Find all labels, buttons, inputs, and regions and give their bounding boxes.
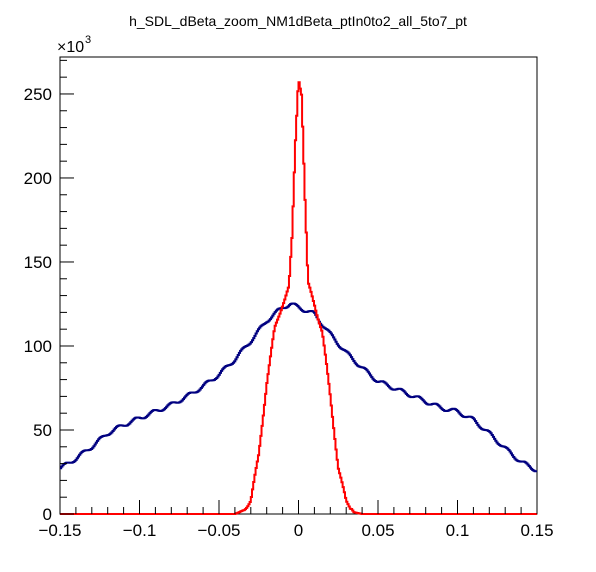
y-tick-label: 200 (24, 169, 52, 188)
y-tick-label: 250 (24, 85, 52, 104)
series-layer (60, 81, 537, 515)
chart-title: h_SDL_dBeta_zoom_NM1dBeta_ptIn0to2_all_5… (129, 13, 467, 29)
plot-frame (59, 56, 538, 515)
y-tick-label: 0 (43, 505, 52, 524)
x-tick-label: −0.15 (38, 521, 81, 540)
y-multiplier: ×10 3 (57, 34, 91, 56)
y-tick-label: 100 (24, 337, 52, 356)
x-tick-label: 0.1 (446, 521, 470, 540)
x-tick-label: −0.05 (197, 521, 240, 540)
x-tick-label: −0.1 (123, 521, 157, 540)
x-tick-label: 0 (294, 521, 303, 540)
y-tick-label: 50 (33, 421, 52, 440)
series-line-1 (60, 81, 537, 515)
y-multiplier-exponent: 3 (85, 34, 91, 46)
x-tick-label: 0.15 (520, 521, 553, 540)
x-axis: −0.15 −0.1 −0.05 0 0.05 0.1 0.15 (38, 500, 554, 540)
series-line-0 (60, 302, 537, 473)
y-tick-label: 150 (24, 253, 52, 272)
y-axis: 0 50 100 150 200 250 (24, 59, 74, 524)
y-multiplier-label: ×10 (57, 39, 84, 56)
x-tick-label: 0.05 (361, 521, 394, 540)
